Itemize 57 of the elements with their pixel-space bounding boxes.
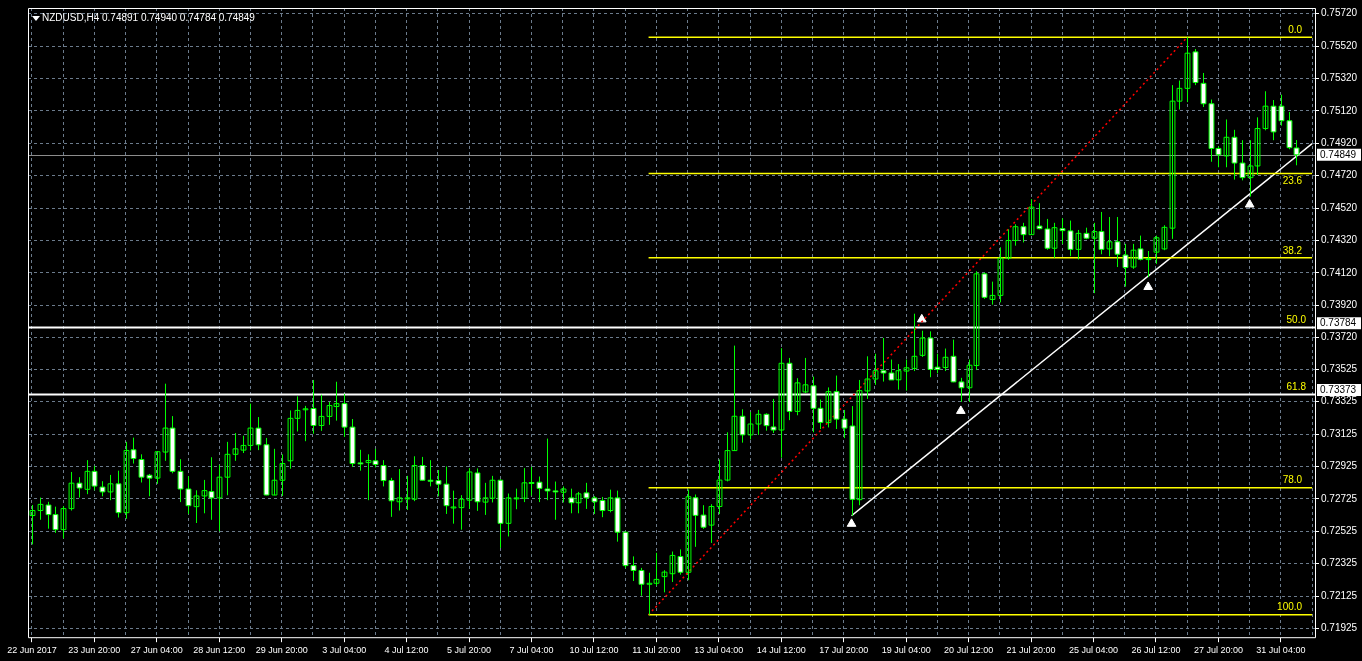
x-tick-label: 3 Jul 04:00 — [322, 645, 367, 656]
y-tick-label: 0.74720 — [1321, 169, 1358, 181]
series-label: 78.0 — [1282, 474, 1303, 486]
x-tick-label: 22 Jun 2017 — [7, 645, 57, 656]
point — [1143, 281, 1153, 290]
x-tick-label: 28 Jun 12:00 — [193, 645, 246, 656]
annotation: 61.8 — [1286, 380, 1307, 392]
y-tick-label: 0.73325 — [1321, 395, 1358, 407]
y-tick-label: 0.74320 — [1321, 234, 1358, 246]
x-tick-label: 13 Jul 04:00 — [694, 645, 744, 656]
y-tick-label: 0.72525 — [1321, 525, 1358, 537]
x-tick-label: 31 Jul 04:00 — [1256, 645, 1306, 656]
y-tick-label: 0.74920 — [1321, 137, 1358, 149]
x-tick-label: 5 Jul 20:00 — [447, 645, 492, 656]
y-tick-label: 0.75320 — [1321, 72, 1358, 84]
y-tick-label: 0.72325 — [1321, 557, 1358, 569]
y-tick-label: 0.74520 — [1321, 201, 1358, 213]
ref-line-label: 0.74849 — [1320, 148, 1357, 160]
series-label: 23.6 — [1282, 175, 1303, 187]
y-tick-label: 0.73720 — [1321, 331, 1358, 343]
x-tick-label: 20 Jul 12:00 — [944, 645, 994, 656]
point — [846, 518, 857, 527]
y-tick-label: 0.75520 — [1321, 39, 1358, 51]
point — [1244, 199, 1255, 208]
x-tick-label: 21 Jul 20:00 — [1006, 645, 1056, 656]
y-tick-label: 0.73920 — [1321, 299, 1358, 311]
y-tick-label: 0.75120 — [1321, 104, 1358, 116]
x-tick-label: 25 Jul 04:00 — [1069, 645, 1119, 656]
x-tick-label: 29 Jun 20:00 — [255, 645, 308, 656]
y-tick-label: 0.72925 — [1321, 460, 1358, 472]
y-tick-label: 0.72725 — [1321, 492, 1358, 504]
y-tick-label: 0.71925 — [1321, 622, 1358, 634]
y-tick-label: 0.75720 — [1321, 7, 1358, 19]
x-tick-label: 7 Jul 04:00 — [509, 645, 554, 656]
point — [916, 313, 927, 323]
x-tick-label: 27 Jun 04:00 — [130, 645, 183, 656]
x-tick-label: 11 Jul 20:00 — [632, 645, 681, 656]
point — [955, 405, 966, 414]
x-tick-label: 14 Jul 12:00 — [756, 645, 806, 656]
series-label: 100.0 — [1277, 601, 1303, 613]
x-tick-label: 27 Jul 20:00 — [1193, 645, 1243, 656]
ref-line-label: 0.73784 — [1320, 317, 1357, 329]
y-tick-label: 0.73125 — [1321, 427, 1358, 439]
series-label: 0.0 — [1288, 24, 1303, 36]
x-tick-label: 17 Jul 20:00 — [819, 645, 869, 656]
y-tick-label: 0.72125 — [1321, 589, 1358, 601]
chart-title: NZDUSD,H4 0.74891 0.74940 0.74784 0.74849 — [42, 11, 256, 23]
series-label: 38.2 — [1282, 244, 1303, 256]
y-tick-label: 0.73525 — [1321, 363, 1358, 375]
x-tick-label: 10 Jul 12:00 — [569, 645, 619, 656]
y-tick-label: 0.74120 — [1321, 266, 1358, 278]
x-tick-label: 26 Jul 12:00 — [1131, 645, 1181, 656]
annotation: 50.0 — [1286, 314, 1307, 326]
x-tick-label: 19 Jul 04:00 — [881, 645, 931, 656]
ref-line-label: 0.73373 — [1320, 383, 1357, 395]
x-tick-label: 4 Jul 12:00 — [384, 645, 429, 656]
x-tick-label: 23 Jun 20:00 — [68, 645, 121, 656]
